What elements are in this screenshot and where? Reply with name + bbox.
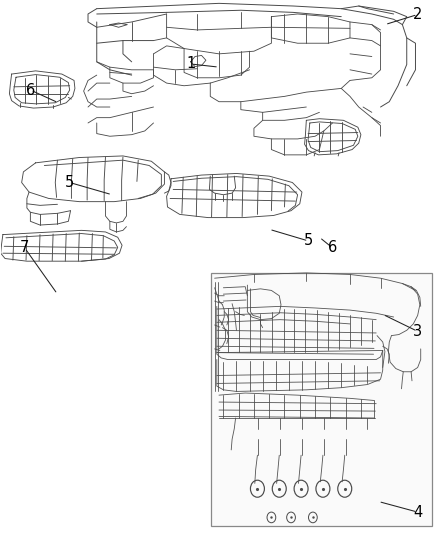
Text: 5: 5 bbox=[65, 175, 74, 190]
Text: 6: 6 bbox=[26, 83, 35, 98]
FancyBboxPatch shape bbox=[211, 273, 431, 526]
Text: 1: 1 bbox=[186, 56, 195, 71]
Text: 2: 2 bbox=[413, 7, 422, 22]
Text: 4: 4 bbox=[413, 505, 422, 520]
Text: 3: 3 bbox=[413, 324, 422, 339]
Text: 5: 5 bbox=[304, 233, 313, 248]
Text: 7: 7 bbox=[20, 240, 29, 255]
Text: 6: 6 bbox=[328, 240, 337, 255]
